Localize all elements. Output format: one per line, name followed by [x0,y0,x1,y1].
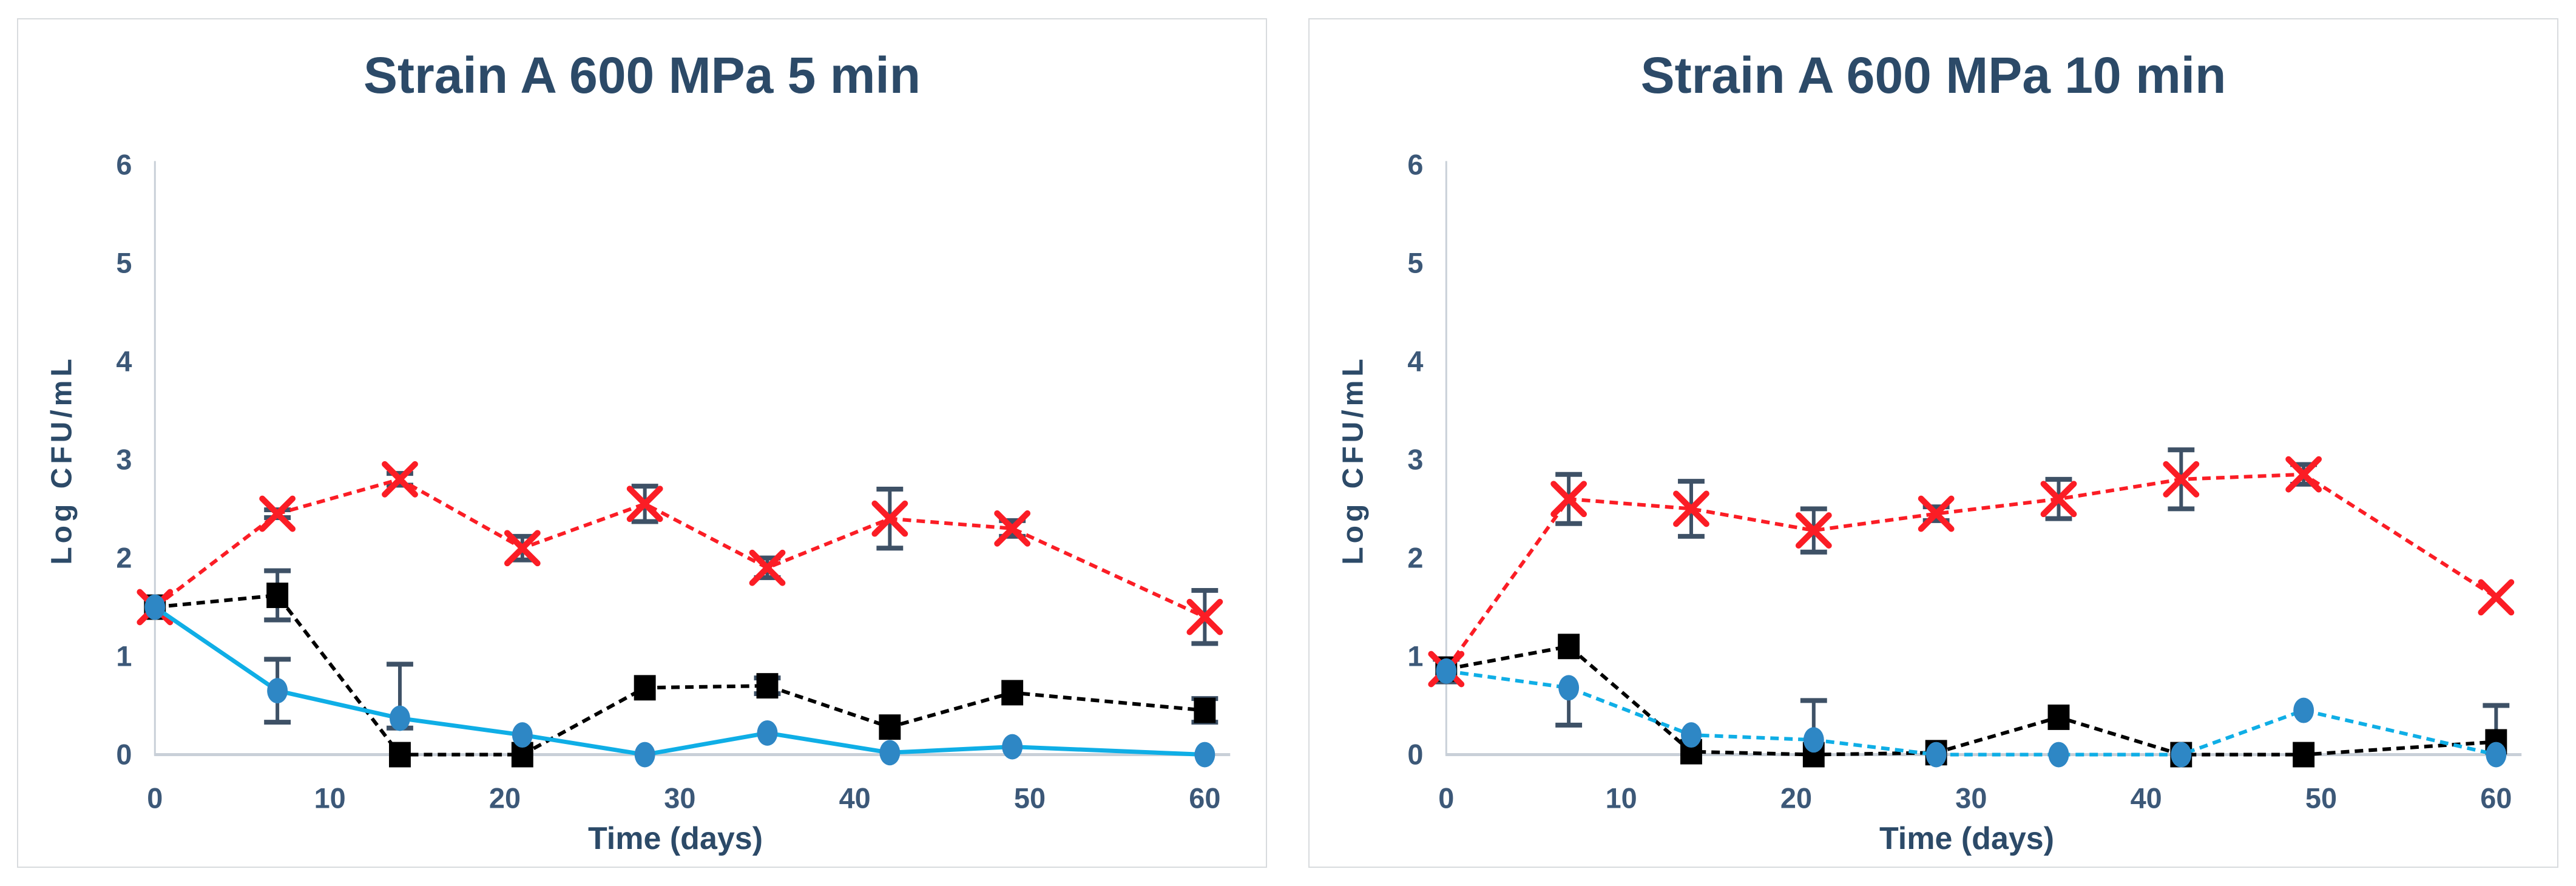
chart-title: Strain A 600 MPa 5 min [363,47,921,104]
x-marker-icon [2163,461,2200,498]
y-tick-label: 0 [116,739,132,770]
circle-marker-icon [1803,727,1824,753]
x-tick-label: 40 [2131,782,2162,814]
circle-marker-icon [267,678,288,704]
circle-marker-icon [1194,742,1215,768]
square-marker-icon [1558,634,1580,660]
circle-marker-icon [879,740,901,766]
square-marker-icon [266,583,289,608]
circle-marker-icon [1681,722,1702,748]
series-red-x [137,461,1223,646]
y-tick-label: 2 [1407,542,1423,573]
x-tick-label: 60 [1189,782,1220,814]
x-marker-icon [504,530,541,567]
x-marker-icon [1550,481,1587,518]
x-marker-icon [994,510,1031,547]
x-tick-label: 0 [147,782,163,814]
x-marker-icon [2478,579,2515,616]
circle-marker-icon [1436,658,1457,684]
y-tick-label: 0 [1407,739,1423,770]
y-tick-label: 5 [1407,247,1423,279]
y-tick-label: 4 [116,345,132,377]
x-tick-label: 20 [1780,782,1812,814]
x-tick-label: 0 [1438,782,1454,814]
square-marker-icon [1194,697,1216,723]
series-blue-circles [1436,658,2507,768]
y-tick-label: 3 [1407,444,1423,475]
x-marker-icon [382,461,418,498]
x-marker-icon [2040,481,2077,518]
series-line [154,477,1206,619]
y-tick-label: 3 [116,444,132,475]
series-black-squares [1433,634,2510,768]
x-axis-label: Time (days) [587,821,763,856]
circle-marker-icon [2171,742,2192,768]
circle-marker-icon [757,720,778,746]
x-tick-label: 20 [489,782,521,814]
square-marker-icon [1001,680,1024,706]
square-marker-icon [2293,742,2315,768]
square-marker-icon [2047,705,2070,730]
circle-marker-icon [512,722,533,748]
x-tick-label: 10 [314,782,346,814]
circle-marker-icon [390,705,410,731]
x-tick-label: 50 [2305,782,2337,814]
x-tick-label: 40 [839,782,871,814]
chart-title: Strain A 600 MPa 10 min [1640,47,2226,104]
x-marker-icon [2285,456,2322,493]
y-tick-label: 1 [1407,640,1423,672]
x-tick-label: 50 [1014,782,1046,814]
circle-marker-icon [1558,675,1580,701]
series-blue-circles [144,594,1215,768]
x-tick-label: 30 [1955,782,1987,814]
x-marker-icon [1673,490,1709,527]
x-tick-label: 10 [1606,782,1637,814]
circle-marker-icon [1925,742,1947,768]
x-tick-label: 60 [2480,782,2512,814]
square-marker-icon [389,742,411,768]
x-marker-icon [749,549,786,586]
square-marker-icon [879,714,901,740]
series-line [154,605,1205,757]
series-line [1445,669,2497,757]
circle-marker-icon [2293,697,2314,723]
x-axis-label: Time (days) [1879,821,2055,856]
x-marker-icon [626,485,663,522]
circle-marker-icon [634,742,655,768]
y-tick-label: 5 [116,247,132,279]
series-line [155,593,1205,757]
y-tick-label: 2 [116,542,132,573]
series-red-x [1428,447,2515,688]
circle-marker-icon [2048,742,2069,768]
x-marker-icon [1186,598,1223,635]
y-tick-label: 1 [116,640,132,672]
circle-marker-icon [144,594,166,620]
circle-marker-icon [2486,742,2507,768]
y-tick-label: 6 [1407,149,1423,180]
series-line [1444,472,2497,671]
series-black-squares [144,568,1219,768]
y-tick-label: 6 [116,149,132,180]
square-marker-icon [756,673,779,699]
x-marker-icon [1918,495,1955,532]
x-marker-icon [1795,512,1832,549]
y-tick-label: 4 [1407,345,1423,377]
x-marker-icon [259,495,296,532]
circle-marker-icon [1002,734,1023,760]
x-tick-label: 30 [664,782,695,814]
square-marker-icon [634,675,656,701]
x-marker-icon [871,500,908,537]
